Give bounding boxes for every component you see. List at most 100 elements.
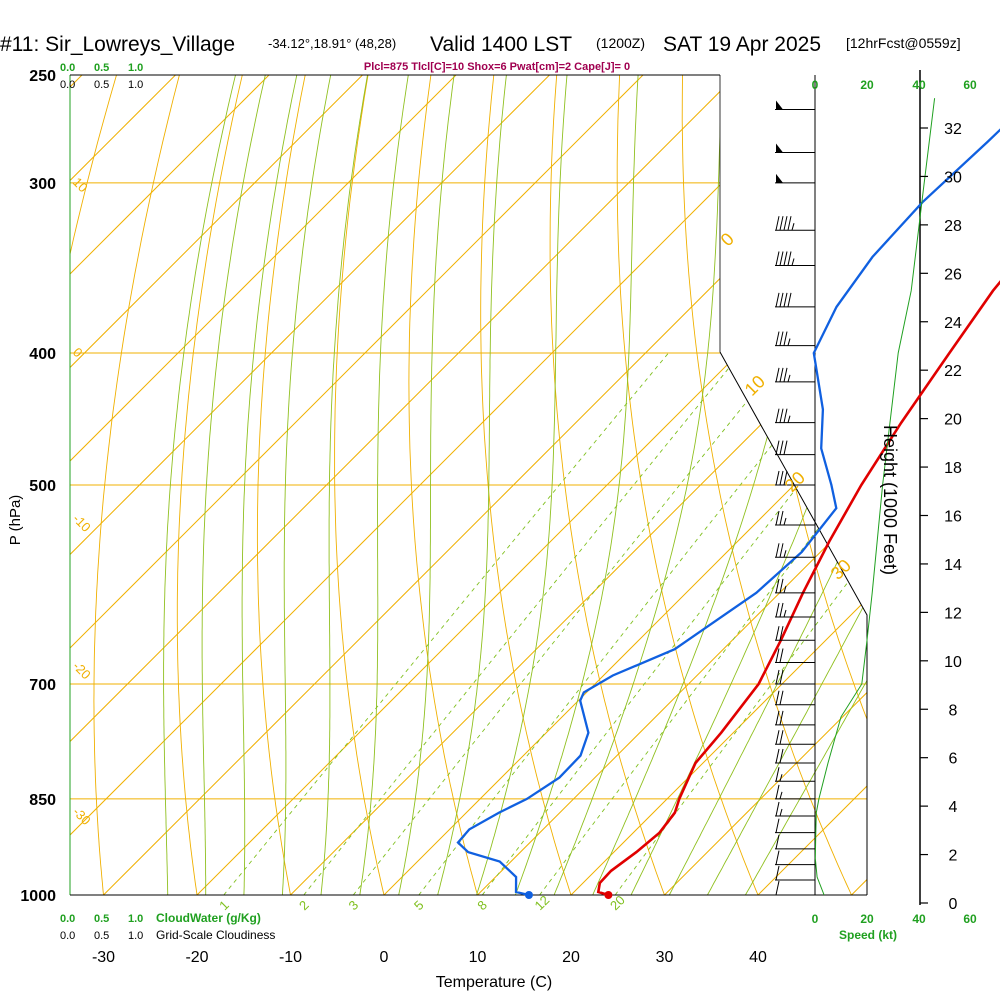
dry-adiabat [549, 75, 676, 895]
dry-adiabat [994, 51, 1000, 924]
zulu-time: (1200Z) [596, 35, 645, 51]
height-tick-label: 16 [944, 509, 962, 526]
moist-adiabat [241, 75, 303, 895]
height-tick-label: 28 [944, 218, 962, 235]
wind-barb [775, 440, 815, 456]
svg-text:60: 60 [963, 78, 977, 92]
wind-barb [775, 648, 815, 664]
mixing-ratio-label: 8 [474, 897, 490, 913]
background-lines [70, 51, 1000, 924]
moist-adiabat [392, 75, 458, 895]
height-tick-label: 8 [949, 702, 958, 719]
surface-dewpoint-point [524, 891, 533, 899]
station-title: #11: Sir_Lowreys_Village [0, 33, 235, 56]
wind-barb [775, 767, 815, 782]
isotherm-line [70, 75, 363, 895]
moist-adiabat [616, 75, 867, 895]
svg-text:1.0: 1.0 [128, 62, 143, 74]
dry-adiabat [334, 75, 392, 895]
wind-barb [775, 801, 815, 817]
dry-adiabat-label: -30 [70, 804, 94, 828]
svg-text:20: 20 [860, 912, 874, 926]
x-ticks: -30 -20 -10 0 10 20 30 40 [92, 949, 767, 966]
isotherm-line [70, 75, 831, 895]
x-tick-label: -30 [92, 949, 115, 966]
svg-text:0.0: 0.0 [60, 62, 75, 74]
dry-adiabat [93, 75, 187, 895]
wind-barb [775, 100, 815, 110]
height-tick-label: 18 [944, 460, 962, 477]
height-tick-label: 14 [944, 557, 962, 574]
wind-barbs [775, 100, 815, 896]
svg-text:0: 0 [812, 78, 819, 92]
height-tick-label: 22 [944, 363, 962, 380]
profiles [456, 128, 1000, 899]
moist-adiabat [354, 75, 413, 895]
wind-barb [775, 626, 815, 641]
wind-barb [775, 784, 815, 800]
wind-barb [775, 602, 815, 618]
mixing-ratio-line [223, 352, 669, 895]
x-tick-label: 20 [562, 949, 580, 966]
moist-adiabat [429, 75, 510, 895]
dry-adiabat-label: -10 [70, 511, 94, 535]
svg-text:0.5: 0.5 [94, 62, 109, 74]
valid-date: SAT 19 Apr 2025 [663, 33, 821, 56]
isotherm-line [664, 75, 867, 895]
svg-text:0.0: 0.0 [60, 79, 75, 91]
isotherm-line [70, 75, 457, 895]
cloudiness-label: Grid-Scale Cloudiness [156, 928, 275, 942]
height-tick-label: 0 [949, 896, 958, 913]
svg-text:0: 0 [812, 912, 819, 926]
dry-adiabat-label: -20 [70, 658, 94, 682]
pressure-tick-label: 400 [29, 346, 56, 363]
wind-barb [775, 331, 815, 347]
dry-adiabat [806, 75, 867, 895]
wind-barb [775, 408, 815, 424]
moist-adiabat [691, 75, 867, 895]
speed-scale-bottom: 0 20 40 60 Speed (kt) [812, 912, 977, 942]
isotherm-line [945, 75, 1000, 895]
wind-barb [775, 669, 815, 685]
height-tick-label: 24 [944, 315, 962, 332]
y2-axis-label: Height (1000 Feet) [880, 425, 900, 575]
wind-barb [775, 818, 815, 834]
wind-barb [775, 748, 815, 764]
temperature-line [596, 280, 1000, 897]
height-tick-label: 30 [944, 169, 962, 186]
isotherm-line [70, 75, 737, 895]
dewpoint-line [456, 128, 1000, 897]
mixing-ratio-label: 2 [296, 897, 312, 913]
moist-adiabat [653, 75, 867, 895]
height-tick-label: 26 [944, 266, 962, 283]
wind-barb [775, 543, 815, 558]
moist-adiabat-label: 30 [827, 555, 855, 583]
isotherm-line [70, 75, 644, 895]
svg-text:60: 60 [963, 912, 977, 926]
station-coords: -34.12°,18.91° (48,28) [268, 36, 396, 51]
height-tick-label: 32 [944, 121, 962, 138]
height-tick-label: 20 [944, 412, 962, 429]
pressure-tick-label: 500 [29, 478, 56, 495]
dry-adiabat [616, 75, 771, 895]
svg-text:0.0: 0.0 [60, 930, 75, 942]
height-tick-label: 4 [949, 799, 958, 816]
wind-barb [775, 292, 815, 308]
isotherm-line [70, 75, 550, 895]
isotherm-line [477, 75, 867, 895]
dry-adiabat [408, 75, 487, 895]
svg-text:1.0: 1.0 [128, 913, 143, 925]
wind-barb [775, 367, 815, 383]
dry-adiabat-label: 0 [70, 345, 86, 361]
moist-adiabat [466, 75, 570, 895]
svg-text:40: 40 [912, 912, 926, 926]
moist-adiabat-label: 20 [781, 468, 809, 496]
cloudwater-label: CloudWater (g/Kg) [156, 911, 261, 925]
mixing-ratio-label: 3 [345, 897, 361, 913]
isotherm-line [70, 75, 270, 895]
svg-text:0.5: 0.5 [94, 913, 109, 925]
pressure-tick-label: 1000 [20, 888, 56, 905]
wind-barb [775, 510, 815, 526]
